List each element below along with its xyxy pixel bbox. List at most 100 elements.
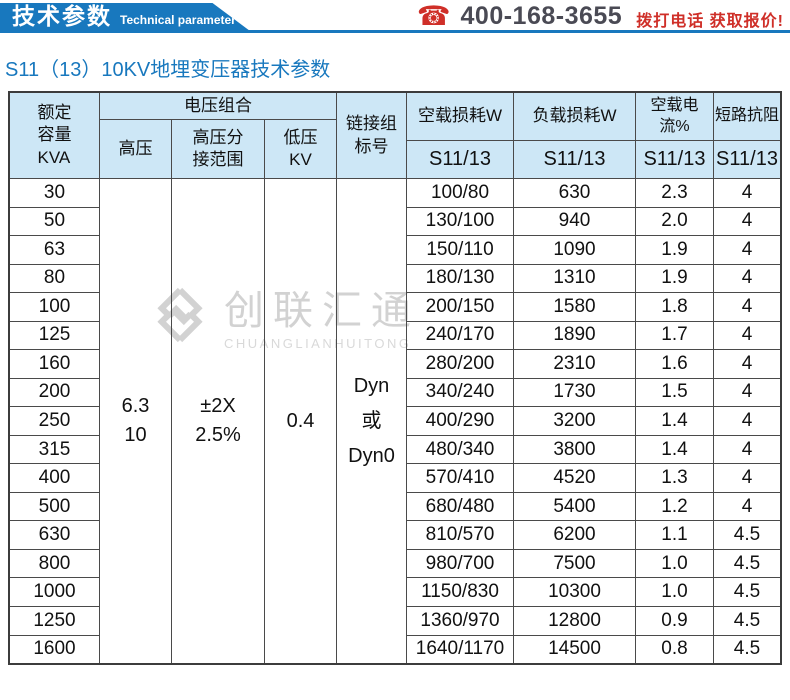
impedance-cell: 4.5 <box>733 638 761 660</box>
impedance-cell: 4.5 <box>714 550 780 579</box>
parameters-table: 额定 容量 KVA 30 50 63 80 100 125 160 200 250 315 400 5… <box>8 91 782 665</box>
impedance-cell: 4 <box>714 436 780 465</box>
banner-title: 技术参数 <box>12 3 112 29</box>
no-load-loss-cells: 100/80 130/100 150/110 180/130 200/150 240/17… <box>407 179 513 663</box>
capacity-cell: 800 <box>10 550 99 579</box>
capacity-cell: 1250 <box>10 607 99 636</box>
no-load-current-cell: 1.0 <box>636 578 713 607</box>
impedance-cell: 4 <box>714 350 780 379</box>
header-rated-capacity: 额定 容量 KVA <box>10 93 99 179</box>
load-loss-cell: 3200 <box>514 407 635 436</box>
capacity-cell: 30 <box>10 179 99 208</box>
load-loss-cell: 12800 <box>514 607 635 636</box>
capacity-cell: 630 <box>10 521 99 550</box>
no-load-loss-cell: 200/150 <box>407 293 513 322</box>
capacity-cell: 1600 <box>33 638 76 660</box>
no-load-current-cell: 1.0 <box>636 550 713 579</box>
capacity-cell: 1000 <box>10 578 99 607</box>
load-loss-cell: 6200 <box>514 521 635 550</box>
column-load-loss: 负载损耗W S11/13 630 940 1090 1310 1580 1890 2310 1… <box>514 93 636 663</box>
banner-subtitle: Technical parameter <box>120 13 236 27</box>
capacity-cell: 50 <box>10 208 99 237</box>
header-high-voltage: 高压 <box>100 120 172 179</box>
load-loss-cell: 1890 <box>514 322 635 351</box>
impedance-cells: 4 4 4 4 4 4 4 4 4 4 4 4 4.5 4.5 4.5 4.5 4.5 <box>714 179 780 663</box>
no-load-loss-cell: 100/80 <box>407 179 513 208</box>
no-load-loss-cell: 1360/970 <box>407 607 513 636</box>
capacity-cell: 250 <box>10 407 99 436</box>
header-low-voltage: 低压 KV <box>265 120 336 179</box>
impedance-cell: 4.5 <box>714 607 780 636</box>
impedance-cell: 4 <box>714 407 780 436</box>
model-label: S11/13 <box>407 141 513 179</box>
column-no-load-current: 空载电流% S11/13 2.3 2.0 1.9 1.9 1.8 1.7 1.6 1.5 1.4… <box>636 93 714 663</box>
capacity-cells: 30 50 63 80 100 125 160 200 250 315 400 500 630 800 10… <box>10 179 99 663</box>
model-label: S11/13 <box>636 141 713 179</box>
page-title: S11（13）10KV地埋变压器技术参数 <box>5 59 331 81</box>
divider-line <box>0 30 790 33</box>
load-loss-cell: 630 <box>514 179 635 208</box>
no-load-loss-cell: 340/240 <box>407 379 513 408</box>
no-load-current-cell: 1.6 <box>636 350 713 379</box>
no-load-loss-cell: 400/290 <box>407 407 513 436</box>
column-rated-capacity: 额定 容量 KVA 30 50 63 80 100 125 160 200 250 315 400 5… <box>10 93 100 663</box>
load-loss-cell: 4520 <box>514 464 635 493</box>
no-load-current-cells: 2.3 2.0 1.9 1.9 1.8 1.7 1.6 1.5 1.4 1.4 1.3 1.2 1.1 1… <box>636 179 713 663</box>
header-voltage-combination: 电压组合 <box>100 93 336 120</box>
low-voltage-value: 0.4 <box>286 409 315 432</box>
load-loss-cell: 3800 <box>514 436 635 465</box>
impedance-cell: 4 <box>714 293 780 322</box>
capacity-cell: 125 <box>10 322 99 351</box>
header-vector-group: 链接组 标号 <box>337 93 406 179</box>
high-voltage-value: 6.3 10 <box>100 179 172 663</box>
phone-cta[interactable]: 拨打电话 获取报价! <box>636 12 784 30</box>
capacity-cell: 160 <box>10 350 99 379</box>
no-load-loss-cell: 280/200 <box>407 350 513 379</box>
no-load-loss-cell: 130/100 <box>407 208 513 237</box>
no-load-current-cell: 1.8 <box>636 293 713 322</box>
impedance-cell: 4 <box>714 265 780 294</box>
no-load-current-cell: 1.4 <box>636 407 713 436</box>
load-loss-cell: 14500 <box>548 638 601 660</box>
no-load-current-cell: 1.1 <box>636 521 713 550</box>
impedance-cell: 4 <box>714 208 780 237</box>
voltage-combination-group: 电压组合 高压 高压分 接范围 低压 KV 6.3 10 ±2X 2.5% 0.… <box>100 93 337 663</box>
load-loss-cell: 1580 <box>514 293 635 322</box>
load-loss-cell: 1090 <box>514 236 635 265</box>
phone-number[interactable]: 400-168-3655 <box>460 1 623 30</box>
load-loss-cell: 5400 <box>514 493 635 522</box>
no-load-loss-cell: 150/110 <box>407 236 513 265</box>
no-load-loss-cell: 810/570 <box>407 521 513 550</box>
no-load-current-cell: 0.9 <box>636 607 713 636</box>
no-load-current-cell: 1.2 <box>636 493 713 522</box>
load-loss-cell: 940 <box>514 208 635 237</box>
capacity-cell: 80 <box>10 265 99 294</box>
column-vector-group: 链接组 标号 Dyn 或 Dyn0 <box>337 93 407 663</box>
load-loss-cells: 630 940 1090 1310 1580 1890 2310 1730 3200 3800 45… <box>514 179 635 663</box>
voltage-values: 6.3 10 ±2X 2.5% 0.4 <box>100 179 336 663</box>
capacity-cell: 500 <box>10 493 99 522</box>
no-load-loss-cell: 1150/830 <box>407 578 513 607</box>
header-no-load-current: 空载电流% <box>636 93 713 141</box>
no-load-loss-cell: 570/410 <box>407 464 513 493</box>
no-load-current-cell: 1.3 <box>636 464 713 493</box>
impedance-cell: 4 <box>714 179 780 208</box>
model-label: S11/13 <box>514 141 635 179</box>
no-load-current-cell: 1.4 <box>636 436 713 465</box>
header-short-circuit-impedance: 短路抗阻 <box>714 93 780 141</box>
no-load-loss-cell: 180/130 <box>407 265 513 294</box>
column-no-load-loss: 空载损耗W S11/13 100/80 130/100 150/110 180/130… <box>407 93 514 663</box>
model-label: S11/13 <box>714 141 780 179</box>
no-load-loss-cell: 240/170 <box>407 322 513 351</box>
capacity-cell: 315 <box>10 436 99 465</box>
capacity-cell: 400 <box>10 464 99 493</box>
load-loss-cell: 2310 <box>514 350 635 379</box>
tap-range-value: ±2X 2.5% <box>172 179 265 663</box>
impedance-cell: 4 <box>714 379 780 408</box>
no-load-current-cell: 1.5 <box>636 379 713 408</box>
impedance-cell: 4.5 <box>714 521 780 550</box>
no-load-loss-cell: 980/700 <box>407 550 513 579</box>
voltage-subheaders: 高压 高压分 接范围 低压 KV <box>100 120 336 179</box>
no-load-current-cell: 1.9 <box>636 236 713 265</box>
